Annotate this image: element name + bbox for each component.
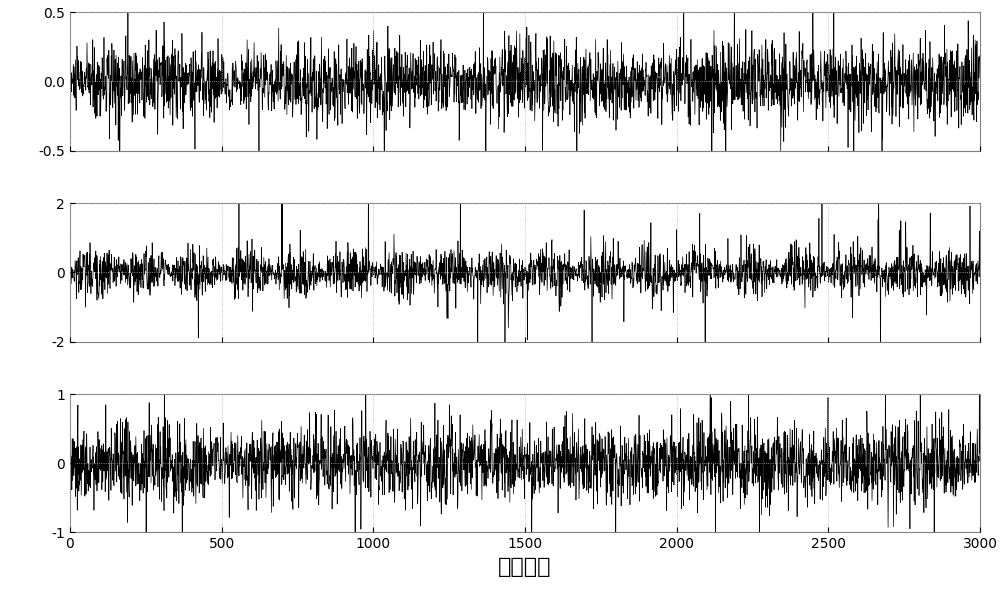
X-axis label: 采样点数: 采样点数: [498, 557, 552, 577]
